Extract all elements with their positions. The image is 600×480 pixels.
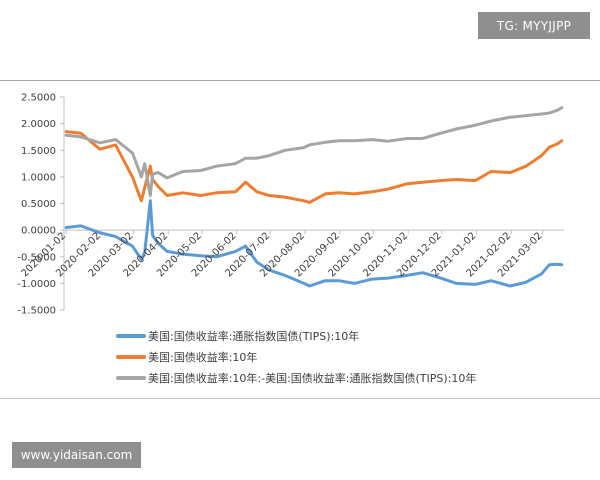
y-tick-label: -1.0000 <box>17 279 56 290</box>
frame-bottom-line <box>0 398 600 399</box>
y-tick-label: 2.5000 <box>21 93 56 104</box>
legend: 美国:国债收益率:通胀指数国债(TIPS):10年美国:国债收益率:10年美国:… <box>116 329 476 385</box>
y-tick-label: 0.0000 <box>21 226 56 237</box>
series-line-3 <box>64 106 564 197</box>
watermark-tg: TG: MYYJJPP <box>478 12 590 39</box>
grid <box>60 96 544 311</box>
y-tick-label: 1.5000 <box>21 146 56 157</box>
axes <box>63 97 564 310</box>
series-line-1 <box>64 199 564 288</box>
legend-label-1: 美国:国债收益率:通胀指数国债(TIPS):10年 <box>148 329 359 343</box>
y-tick-label: 0.5000 <box>21 199 56 210</box>
y-tick-label: -1.5000 <box>17 306 56 317</box>
frame-top-line <box>0 80 600 81</box>
watermark-site: www.yidaisan.com <box>12 442 141 468</box>
y-tick-label: 2.0000 <box>21 119 56 130</box>
series-group <box>64 106 564 288</box>
x-tick-labels: 2020-01-022020-02-022020-03-022020-04-02… <box>19 230 544 279</box>
legend-label-3: 美国:国债收益率:10年:-美国:国债收益率:通胀指数国债(TIPS):10年 <box>148 371 476 385</box>
y-tick-labels: 2.5000 2.0000 1.5000 1.0000 0.5000 0.0000 -0.5… <box>17 93 56 317</box>
legend-label-2: 美国:国债收益率:10年 <box>148 350 257 364</box>
series-line-2 <box>64 130 564 204</box>
y-tick-label: -0.5000 <box>17 252 56 263</box>
y-tick-label: 1.0000 <box>21 172 56 183</box>
